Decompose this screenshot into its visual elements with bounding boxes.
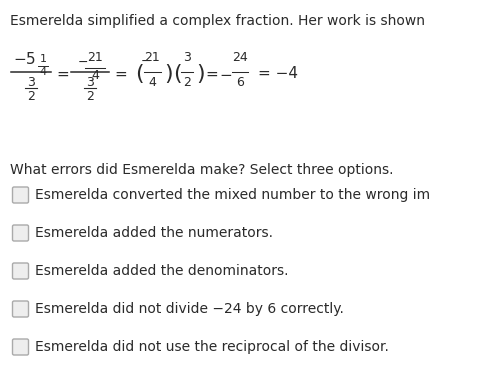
Text: =: =: [206, 66, 218, 81]
Text: 3: 3: [86, 76, 94, 89]
Text: 6: 6: [236, 76, 244, 89]
Text: 2: 2: [183, 76, 191, 89]
Text: ): ): [164, 64, 172, 84]
Text: $-5$: $-5$: [13, 51, 36, 67]
Text: 1: 1: [40, 54, 46, 64]
Text: =: =: [114, 66, 128, 81]
Text: Esmerelda simplified a complex fraction. Her work is shown: Esmerelda simplified a complex fraction.…: [10, 14, 425, 28]
FancyBboxPatch shape: [12, 225, 28, 241]
Text: $-$: $-$: [77, 55, 88, 68]
Text: 4: 4: [148, 76, 156, 89]
Text: 21: 21: [144, 51, 160, 64]
Text: Esmerelda added the denominators.: Esmerelda added the denominators.: [35, 264, 288, 278]
Text: Esmerelda did not use the reciprocal of the divisor.: Esmerelda did not use the reciprocal of …: [35, 340, 389, 354]
Text: 24: 24: [232, 51, 248, 64]
Text: 4: 4: [91, 69, 99, 82]
Text: Esmerelda added the numerators.: Esmerelda added the numerators.: [35, 226, 273, 240]
Text: $-$: $-$: [220, 66, 232, 81]
Text: 21: 21: [87, 51, 103, 64]
Text: Esmerelda converted the mixed number to the wrong im: Esmerelda converted the mixed number to …: [35, 188, 430, 202]
FancyBboxPatch shape: [12, 187, 28, 203]
Text: $-$: $-$: [140, 54, 151, 67]
FancyBboxPatch shape: [12, 339, 28, 355]
Text: (: (: [173, 64, 182, 84]
Text: What errors did Esmerelda make? Select three options.: What errors did Esmerelda make? Select t…: [10, 163, 394, 177]
Text: (: (: [135, 64, 143, 84]
FancyBboxPatch shape: [12, 301, 28, 317]
Text: Esmerelda did not divide −24 by 6 correctly.: Esmerelda did not divide −24 by 6 correc…: [35, 302, 344, 316]
Text: =: =: [56, 66, 70, 81]
Text: ): ): [196, 64, 204, 84]
Text: = −4: = −4: [258, 66, 298, 81]
Text: 4: 4: [40, 67, 46, 77]
Text: 3: 3: [183, 51, 191, 64]
FancyBboxPatch shape: [12, 263, 28, 279]
Text: 2: 2: [86, 90, 94, 103]
Text: 3: 3: [27, 76, 35, 89]
Text: 2: 2: [27, 90, 35, 103]
